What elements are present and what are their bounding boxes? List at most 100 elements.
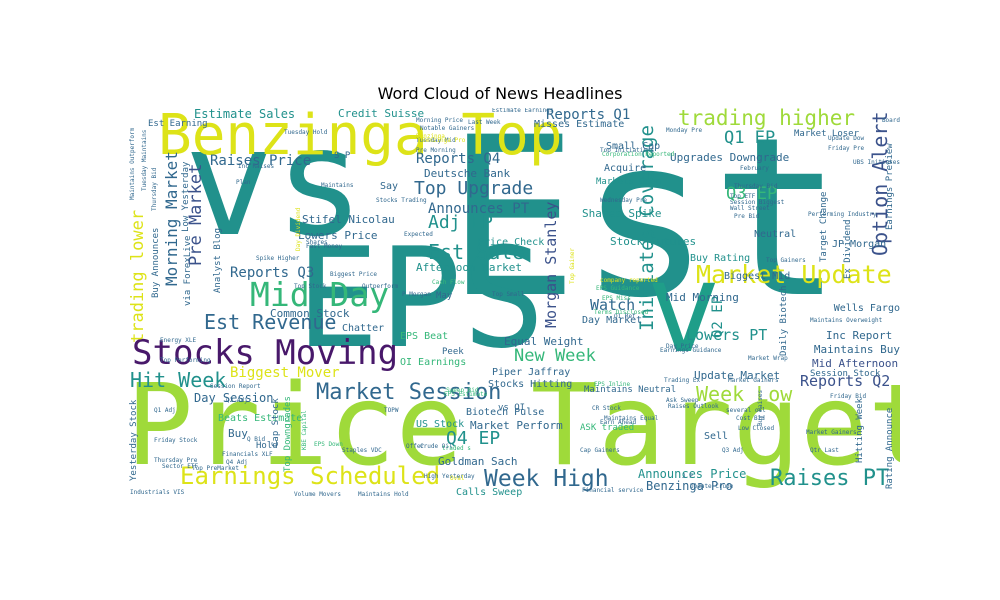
word-wall-street: Wall Street (730, 205, 770, 212)
word-morning-market: Morning Market (162, 151, 181, 287)
word-misses-estimate: Misses Estimate (534, 119, 625, 130)
word-maintains-buy: Maintains Buy (813, 343, 900, 356)
word-monday-pre: Monday Pre (666, 127, 703, 134)
word-ubs-initiates: UBS Initiates (853, 159, 900, 166)
word-vs-oi: vs OI (498, 403, 526, 413)
word-acquire: Acquire (604, 163, 647, 174)
word-kbe-capital: KBE Capital (301, 409, 308, 450)
word-staples-vdc: Staples VDC (342, 447, 382, 454)
word-maintains: Maintains (321, 182, 354, 189)
word-session-stock: Session Stock (810, 369, 881, 379)
word-beats-estimate: Beats Estimate (218, 413, 303, 424)
word-morgan-stanley: Morgan Stanley (542, 201, 560, 328)
word-ask-sweep: Ask Sweep (666, 397, 699, 404)
word-company-reported: company reported (600, 277, 658, 284)
word-low-yesterday: Low Yesterday (181, 161, 191, 233)
word-maintains-neutral: Maintains Neutral (584, 385, 677, 395)
word-raises-pt: Raises PT (770, 466, 890, 491)
word-peek: Peek (442, 347, 464, 357)
word-terms-disclosed: Terms Disclosed (594, 309, 649, 316)
word-q4-adj: Q4 Adj (226, 459, 248, 466)
word-new-week: New Week (514, 346, 596, 366)
word-v: v (646, 236, 722, 381)
word-notable-gainers: Notable Gainers (420, 125, 475, 132)
word-top-etf: Top ETF (730, 193, 756, 200)
word-goldman-sach: Goldman Sach (438, 455, 518, 468)
word-several-oil: several oil (726, 407, 766, 414)
word-upgrades-downgrade: Upgrades Downgrade (670, 151, 790, 164)
word-top-gainer: Top Gainer (569, 247, 576, 284)
word-calls-sweep: Calls Sweep (456, 487, 523, 498)
word-stifel-nicolau: Stifel Nicolau (302, 213, 395, 226)
word-oval: Oval (450, 475, 465, 482)
word-biotech-pulse: Biotech Pulse (466, 407, 545, 418)
word-biggest-mid: Biggest Mid (724, 271, 791, 282)
word-market-session: Market Session (316, 380, 502, 405)
word-friday-bid: Friday Bid (830, 393, 867, 400)
word-stocks-moving: Stocks Moving (132, 333, 399, 373)
word-stocks-hitting: Stocks Hitting (488, 379, 573, 390)
word-cost-bid: Cost Bid (736, 415, 765, 422)
word-announces-price: Announces Price (638, 467, 747, 481)
word-top-gainers: Top Gainers (766, 257, 806, 264)
word-session-biggest: Session Biggest (730, 199, 785, 206)
word-equal-weight: Equal Weight (504, 335, 584, 348)
word-price-target: Price Target (126, 361, 900, 491)
word-spike-higher: Spike Higher (256, 255, 300, 262)
word-via-forexlive: via ForexLive (183, 235, 193, 307)
word-q4-ep: Q4 EP (446, 428, 501, 449)
word-buy-rating: Buy Rating (690, 253, 751, 264)
word-eps-down: EPS Down (314, 441, 343, 448)
word-est: Est (446, 108, 844, 346)
word-tuesday-hold: Tuesday Hold (284, 129, 328, 136)
word-tuesday-maintains: Tuesday Maintains (141, 129, 148, 192)
word-top-upgrade: Top Upgrade (414, 178, 534, 199)
word-yesterday-stock: Yesterday Stock (129, 399, 139, 481)
word-estimate-earnings: Estimate Earnings (492, 108, 554, 114)
word-q1-ref: Q1 Ref (614, 313, 636, 320)
word-mid-afternoon: Mid Afternoon (812, 357, 899, 370)
word-earnings-preview: Earnings Preview (885, 143, 895, 231)
word-buy-announces: Buy Announces (151, 227, 161, 299)
word-p-morgan: P Morgan (402, 291, 431, 298)
word-friday-stock: Friday Stock (154, 437, 198, 444)
word-cloud: Est vs EPS Price Target v Benzinga Top Stocks … (126, 108, 900, 498)
word-outperform: Outperform (362, 283, 399, 290)
word-eps-miss: EPS Miss (602, 295, 631, 302)
word-benzinga-pro: Benzinga Pro (422, 137, 466, 144)
word-small-cap: Small Cap (606, 141, 661, 152)
word-cash-flow: Cash Flow (432, 279, 465, 286)
word-energy-xle: Energy XLE (160, 337, 197, 344)
word-board: Board (881, 117, 900, 124)
word-buy: Buy (228, 427, 248, 440)
word-traded-s: traded s (442, 445, 471, 452)
word-pre-bid: Pre Bid (734, 213, 760, 220)
word-earnings-guidance: Earnings Guidance (660, 347, 722, 354)
word-update-dow: Update Dow (828, 135, 865, 142)
word-q-bid: Q Bid (247, 436, 266, 443)
word-top-downgrades: Top Downgrades (283, 395, 293, 472)
word-thursday-bid: Thursday Bid (734, 183, 778, 190)
word-crude-oil: Crude Oil (420, 443, 453, 450)
word-q1-ep: Q1 EP (724, 128, 776, 148)
word-vs: vs (184, 108, 365, 270)
word-q1-adj: Q1 Adj (154, 407, 176, 414)
word-trading-lower: trading lower (128, 209, 148, 343)
word-stock-futures: Stock Futures (610, 235, 697, 248)
word-february: February (740, 165, 769, 172)
word-top-performing: Top Performing (160, 357, 211, 364)
word-common-stock: Common Stock (270, 307, 350, 320)
word-stocks-trading: Stocks Trading (376, 197, 427, 204)
chart-title: Word Cloud of News Headlines (377, 84, 623, 103)
word-estimate-sales: Estimate Sales (194, 108, 296, 121)
word-est-earning: Est Earning (148, 119, 208, 129)
word-deutsche-bank: Deutsche Bank (424, 167, 511, 180)
word-ex-dividend: Ex Dividend (843, 219, 853, 280)
word-day-price: Day Price (666, 343, 699, 350)
word-benzinga-pro: Benzinga Pro (646, 479, 733, 493)
word-eps-beat: EPS Beat (400, 331, 449, 342)
word-industrials-vis: Industrials VIS (130, 489, 185, 496)
word-j-p: J P (682, 473, 693, 480)
word-chatter: Chatter (342, 323, 385, 334)
